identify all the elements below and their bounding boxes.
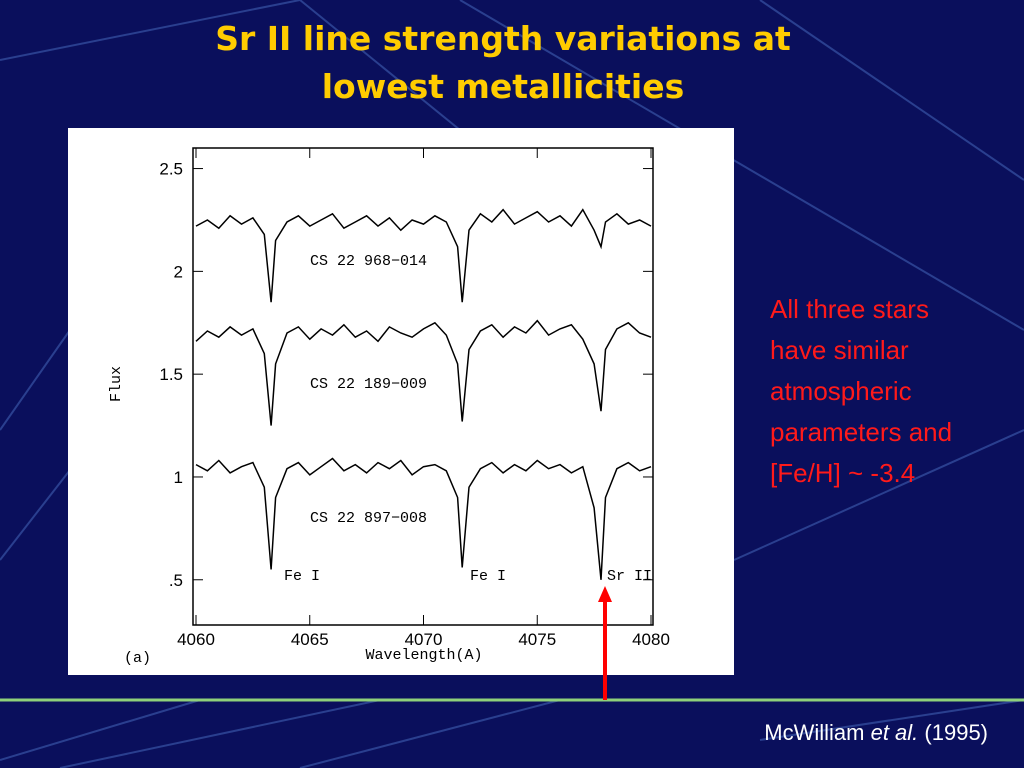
decor-line bbox=[0, 0, 301, 61]
body-line: All three stars bbox=[770, 294, 929, 324]
y-tick-label: 1 bbox=[174, 468, 183, 487]
line-label: Fe I bbox=[470, 568, 506, 585]
plot: .5 1 1.5 2 2.5 4060 4065 4070 4075 4080 Wavelength… bbox=[108, 147, 670, 667]
y-tick-label: 2.5 bbox=[159, 160, 183, 179]
figure-background bbox=[68, 128, 734, 675]
citation-year: (1995) bbox=[924, 720, 988, 745]
body-line: have similar bbox=[770, 335, 909, 365]
line-label: Sr II bbox=[607, 568, 652, 585]
decor-line bbox=[759, 0, 1024, 181]
body-line: [Fe/H] ~ -3.4 bbox=[770, 458, 915, 488]
x-tick-label: 4080 bbox=[632, 630, 670, 649]
line-label: Fe I bbox=[284, 568, 320, 585]
x-tick-label: 4070 bbox=[405, 630, 443, 649]
citation-author: McWilliam bbox=[764, 720, 864, 745]
citation-etal: et al. bbox=[871, 720, 919, 745]
x-tick-label: 4065 bbox=[291, 630, 329, 649]
y-axis-label: Flux bbox=[108, 366, 125, 402]
decor-line bbox=[0, 699, 201, 761]
decor-line bbox=[59, 699, 381, 768]
slide-title: lowest metallicities bbox=[322, 67, 684, 106]
y-tick-label: .5 bbox=[169, 571, 183, 590]
decor-line bbox=[459, 0, 1024, 331]
spectrum-line bbox=[195, 208, 652, 303]
body-line: atmospheric bbox=[770, 376, 912, 406]
y-tick-label: 1.5 bbox=[159, 365, 183, 384]
x-axis-label: Wavelength(A) bbox=[365, 647, 482, 664]
series-label: CS 22 968−014 bbox=[310, 253, 427, 270]
series-label: CS 22 897−008 bbox=[310, 510, 427, 527]
decor-line bbox=[0, 469, 71, 561]
slide-title: Sr II line strength variations at bbox=[215, 19, 791, 58]
body-line: parameters and bbox=[770, 417, 952, 447]
decor-line bbox=[299, 699, 561, 768]
decor-line bbox=[759, 699, 1024, 741]
decor-line bbox=[0, 329, 71, 431]
spectrum-line bbox=[195, 457, 652, 580]
citation: McWilliam et al. (1995) bbox=[764, 720, 988, 745]
arrow-head bbox=[598, 586, 612, 602]
decor-line bbox=[733, 429, 1024, 561]
x-tick-label: 4075 bbox=[518, 630, 556, 649]
y-tick-label: 2 bbox=[174, 262, 183, 281]
body-text: All three stars have similar atmospheric… bbox=[770, 294, 952, 488]
x-tick-label: 4060 bbox=[177, 630, 215, 649]
panel-label: (a) bbox=[124, 650, 151, 667]
series-label: CS 22 189−009 bbox=[310, 376, 427, 393]
spectrum-line bbox=[195, 319, 652, 426]
